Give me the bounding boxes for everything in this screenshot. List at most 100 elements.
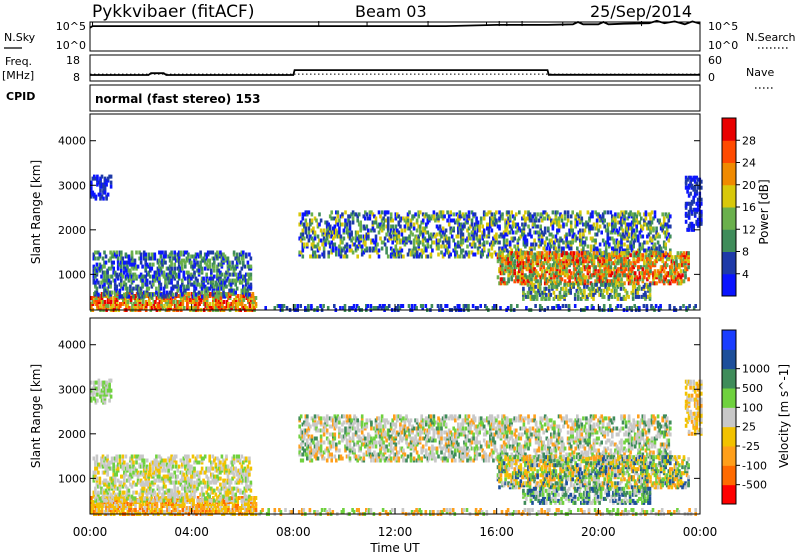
power-cell bbox=[623, 210, 626, 215]
power-cell bbox=[509, 304, 513, 308]
power-cell bbox=[528, 212, 532, 217]
power-cell bbox=[394, 252, 398, 257]
power-cell bbox=[623, 214, 626, 219]
power-cell bbox=[450, 218, 454, 223]
power-cell bbox=[156, 270, 160, 275]
power-cell bbox=[496, 253, 500, 258]
power-cell bbox=[543, 248, 547, 253]
power-cell bbox=[385, 246, 388, 251]
velocity-cell bbox=[144, 502, 148, 506]
power-cell bbox=[511, 261, 515, 266]
power-cell bbox=[301, 222, 305, 227]
velocity-cell bbox=[201, 506, 204, 510]
power-cell bbox=[332, 236, 335, 241]
power-cell bbox=[554, 267, 558, 272]
power-cell bbox=[689, 201, 692, 206]
power-cell bbox=[92, 264, 96, 269]
power-cell bbox=[184, 264, 187, 269]
power-cell bbox=[95, 278, 99, 283]
power-cell bbox=[397, 234, 401, 239]
power-cell bbox=[299, 250, 303, 255]
power-cell bbox=[679, 269, 683, 274]
power-cell bbox=[524, 210, 527, 215]
power-cell bbox=[251, 300, 255, 304]
power-cell bbox=[615, 275, 619, 280]
power-cell bbox=[245, 272, 248, 277]
power-cell bbox=[179, 260, 183, 265]
power-cell bbox=[481, 230, 484, 235]
power-cell bbox=[673, 267, 677, 272]
power-cell bbox=[222, 306, 226, 310]
power-cell bbox=[498, 234, 501, 239]
power-cell bbox=[633, 232, 637, 237]
power-cell bbox=[371, 238, 375, 243]
power-cell bbox=[415, 250, 419, 255]
power-cell bbox=[193, 254, 196, 259]
freq-left-tick-bottom: 8 bbox=[73, 71, 80, 84]
power-cell bbox=[211, 282, 215, 287]
power-cell bbox=[540, 296, 543, 301]
power-cell bbox=[235, 260, 239, 265]
power-cell bbox=[629, 267, 632, 272]
power-cell bbox=[299, 238, 303, 243]
power-cell bbox=[644, 265, 648, 270]
power-cell bbox=[563, 255, 567, 260]
power-heatmap bbox=[90, 174, 703, 312]
power-cell bbox=[559, 224, 562, 229]
power-cell bbox=[434, 234, 437, 239]
power-cell bbox=[632, 240, 635, 245]
power-cell bbox=[225, 300, 229, 304]
velocity-cell bbox=[161, 510, 165, 514]
power-cell bbox=[342, 236, 346, 241]
power-cell bbox=[112, 250, 115, 255]
power-cell bbox=[489, 210, 492, 215]
power-cell bbox=[565, 236, 568, 241]
power-cell bbox=[670, 255, 674, 260]
power-cell bbox=[221, 302, 224, 306]
power-cell bbox=[161, 270, 164, 275]
power-cell bbox=[686, 213, 689, 218]
power-cell bbox=[368, 216, 372, 221]
power-cell bbox=[645, 304, 649, 308]
power-cell bbox=[452, 226, 455, 231]
power-cell bbox=[658, 253, 661, 258]
power-cell bbox=[397, 230, 401, 235]
power-cell bbox=[637, 265, 640, 270]
power-cell bbox=[161, 262, 164, 267]
power-cell bbox=[238, 252, 242, 257]
power-cell bbox=[528, 273, 532, 278]
velocity-cell bbox=[219, 506, 223, 510]
power-cell bbox=[273, 306, 277, 310]
power-cell bbox=[91, 176, 95, 181]
power-cell bbox=[216, 254, 219, 259]
power-cell bbox=[603, 273, 606, 278]
power-cell bbox=[493, 216, 497, 221]
power-cell bbox=[158, 268, 161, 273]
power-cell bbox=[412, 254, 416, 259]
power-cell bbox=[420, 254, 423, 259]
power-cell bbox=[583, 259, 587, 264]
power-cell bbox=[107, 266, 111, 271]
power-cell bbox=[205, 272, 208, 277]
power-cell bbox=[110, 252, 114, 257]
power-cell bbox=[595, 279, 599, 284]
power-cell bbox=[153, 278, 157, 283]
power-cell bbox=[467, 232, 471, 237]
power-cell bbox=[643, 218, 646, 223]
power-cell bbox=[643, 212, 646, 217]
power-cell bbox=[456, 304, 460, 308]
power-cell bbox=[638, 220, 642, 225]
power-cell bbox=[510, 236, 513, 241]
power-cell bbox=[632, 216, 635, 221]
power-cell bbox=[440, 234, 443, 239]
power-cell bbox=[499, 232, 503, 237]
power-cell bbox=[303, 242, 306, 247]
velocity-cell bbox=[237, 496, 241, 500]
power-cell bbox=[127, 254, 131, 259]
power-cell bbox=[156, 276, 160, 281]
power-cell bbox=[325, 232, 329, 237]
power-cell bbox=[652, 244, 655, 249]
power-cell bbox=[568, 228, 571, 233]
power-cell bbox=[118, 250, 122, 255]
power-cell bbox=[136, 264, 140, 269]
